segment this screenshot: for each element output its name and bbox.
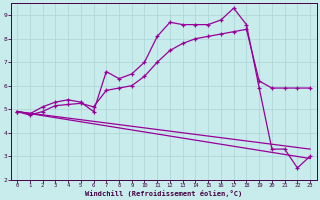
X-axis label: Windchill (Refroidissement éolien,°C): Windchill (Refroidissement éolien,°C) [85, 190, 242, 197]
